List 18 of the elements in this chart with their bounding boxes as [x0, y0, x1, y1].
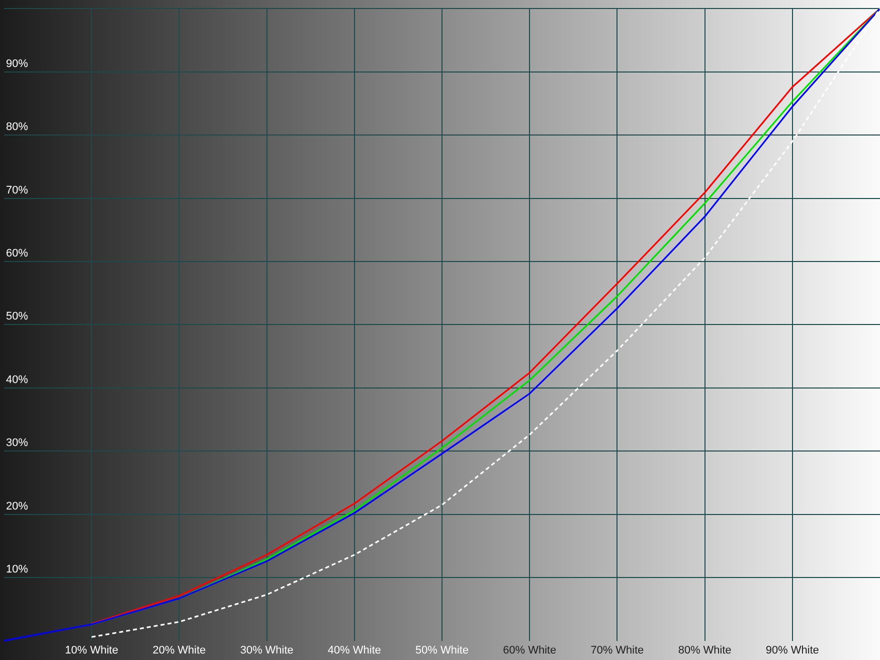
x-tick-label: 70% White [590, 644, 644, 656]
y-tick-label: 70% [6, 184, 28, 196]
y-tick-label: 10% [6, 564, 28, 576]
y-tick-label: 20% [6, 500, 28, 512]
x-tick-label: 20% White [152, 644, 206, 656]
y-tick-label: 80% [6, 121, 28, 134]
x-tick-label: 80% White [678, 644, 732, 656]
x-tick-label: 50% White [415, 644, 469, 656]
y-tick-label: 60% [6, 248, 28, 260]
y-tick-label: 30% [6, 437, 28, 450]
x-tick-label: 30% White [240, 644, 294, 656]
x-tick-label: 90% White [766, 644, 819, 656]
x-tick-label: 40% White [328, 644, 381, 656]
y-tick-label: 90% [6, 58, 28, 70]
y-tick-label: 50% [6, 310, 28, 323]
y-tick-label: 40% [6, 374, 28, 386]
x-tick-label: 10% White [65, 644, 118, 656]
x-tick-label: 60% White [503, 644, 556, 656]
